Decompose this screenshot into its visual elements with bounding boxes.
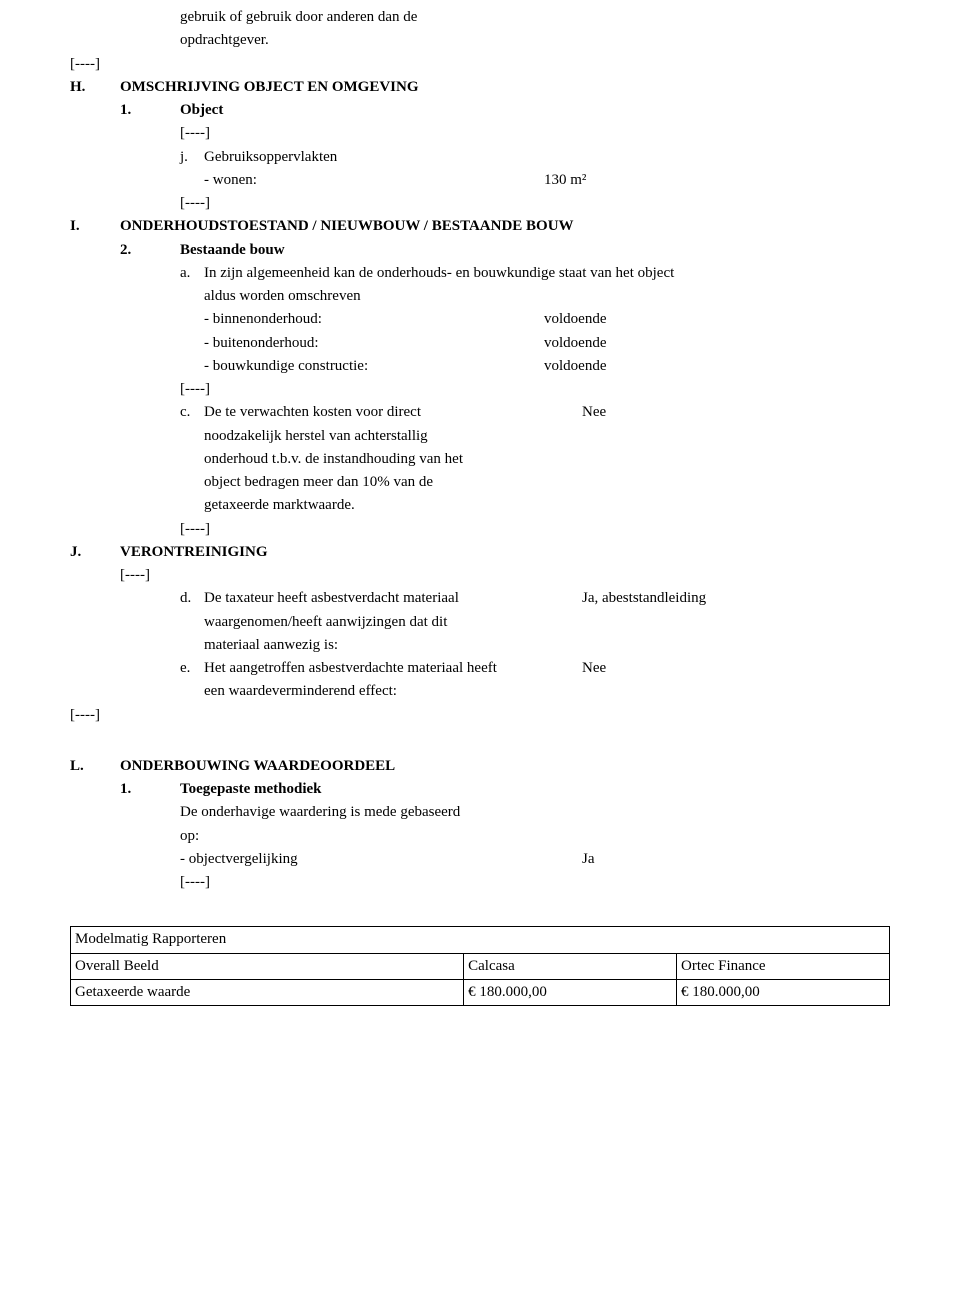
h-1-num: 1. (120, 99, 180, 122)
i-c-line3: onderhoud t.b.v. de instandhouding van h… (204, 448, 890, 471)
i-a-letter: a. (180, 262, 204, 309)
buiten-value: voldoende (544, 332, 890, 355)
table-col1: Overall Beeld (71, 953, 464, 979)
j-e-line2: een waardeverminderend effect: (204, 680, 890, 703)
i-marker-1: [----] (120, 378, 890, 401)
l-marker: [----] (180, 871, 890, 894)
j-d-line2: waargenomen/heeft aanwijzingen dat dit (204, 611, 890, 634)
binnen-value: voldoende (544, 308, 890, 331)
j-d-letter: d. (180, 587, 204, 610)
j-letter: J. (70, 541, 120, 564)
j-d-value: Ja, abeststandleiding (582, 587, 706, 610)
page: gebruik of gebruik door anderen dan de o… (0, 0, 960, 1016)
h-j-title: Gebruiksoppervlakten (204, 146, 337, 169)
i-2-num: 2. (120, 239, 180, 262)
marker-text: [----] (70, 53, 120, 76)
j-marker-1: [----] (120, 564, 890, 587)
h-marker-2: [----] (120, 192, 890, 215)
i-2-title: Bestaande bouw (180, 239, 285, 262)
l-obj-label: - objectvergelijking (180, 848, 582, 871)
marker-text-2: [----] (70, 704, 120, 727)
i-c-line5: getaxeerde marktwaarde. (204, 494, 890, 517)
l-1-title: Toegepaste methodiek (180, 778, 322, 801)
wonen-label: - wonen: (204, 169, 544, 192)
l-desc-line2: op: (180, 825, 890, 848)
intro-line2: opdrachtgever. (180, 29, 890, 52)
i-title: ONDERHOUDSTOESTAND / NIEUWBOUW / BESTAAN… (120, 215, 890, 238)
section-l: L. ONDERBOUWING WAARDEOORDEEL 1. Toegepa… (70, 755, 890, 895)
j-d-line3: materiaal aanwezig is: (204, 634, 890, 657)
i-c-value: Nee (582, 401, 606, 424)
wonen-value: 130 m² (544, 169, 890, 192)
intro-row: gebruik of gebruik door anderen dan de o… (70, 6, 890, 53)
h-letter: H. (70, 76, 120, 99)
l-obj-value: Ja (582, 848, 595, 871)
i-a-line1: In zijn algemeenheid kan de onderhouds- … (204, 262, 674, 285)
i-c-line4: object bedragen meer dan 10% van de (204, 471, 890, 494)
buiten-label: - buitenonderhoud: (204, 332, 544, 355)
section-j: J. VERONTREINIGING [----] d. De taxateur… (70, 541, 890, 704)
l-title: ONDERBOUWING WAARDEOORDEEL (120, 755, 890, 778)
i-letter: I. (70, 215, 120, 238)
table-row1-v2: € 180.000,00 (677, 979, 890, 1005)
section-h: H. OMSCHRIJVING OBJECT EN OMGEVING 1. Ob… (70, 76, 890, 216)
j-e-value: Nee (582, 657, 606, 680)
table-row1-label: Getaxeerde waarde (71, 979, 464, 1005)
binnen-label: - binnenonderhoud: (204, 308, 544, 331)
table-col2: Calcasa (464, 953, 677, 979)
report-table: Modelmatig Rapporteren Overall Beeld Cal… (70, 926, 890, 1006)
i-marker-2: [----] (120, 518, 890, 541)
marker-before-h: [----] (70, 53, 890, 76)
bouw-label: - bouwkundige constructie: (204, 355, 544, 378)
h-1-title: Object (180, 99, 223, 122)
i-c-letter: c. (180, 401, 204, 424)
bouw-value: voldoende (544, 355, 890, 378)
j-d-line1: De taxateur heeft asbestverdacht materia… (204, 587, 582, 610)
l-letter: L. (70, 755, 120, 778)
table-col3: Ortec Finance (677, 953, 890, 979)
h-j-letter: j. (180, 146, 204, 169)
i-c-line1: De te verwachten kosten voor direct (204, 401, 582, 424)
intro-line1: gebruik of gebruik door anderen dan de (180, 6, 890, 29)
h-title: OMSCHRIJVING OBJECT EN OMGEVING (120, 76, 890, 99)
j-e-line1: Het aangetroffen asbestverdachte materia… (204, 657, 582, 680)
marker-after-j: [----] (70, 704, 890, 727)
i-a-line2: aldus worden omschreven (204, 285, 674, 308)
i-c-line2: noodzakelijk herstel van achterstallig (204, 425, 890, 448)
j-e-letter: e. (180, 657, 204, 680)
section-i: I. ONDERHOUDSTOESTAND / NIEUWBOUW / BEST… (70, 215, 890, 541)
table-header: Modelmatig Rapporteren (71, 927, 890, 953)
j-title: VERONTREINIGING (120, 541, 890, 564)
l-1-num: 1. (120, 778, 180, 801)
table-row1-v1: € 180.000,00 (464, 979, 677, 1005)
l-desc-line1: De onderhavige waardering is mede gebase… (180, 801, 890, 824)
h-marker-1: [----] (120, 122, 890, 145)
